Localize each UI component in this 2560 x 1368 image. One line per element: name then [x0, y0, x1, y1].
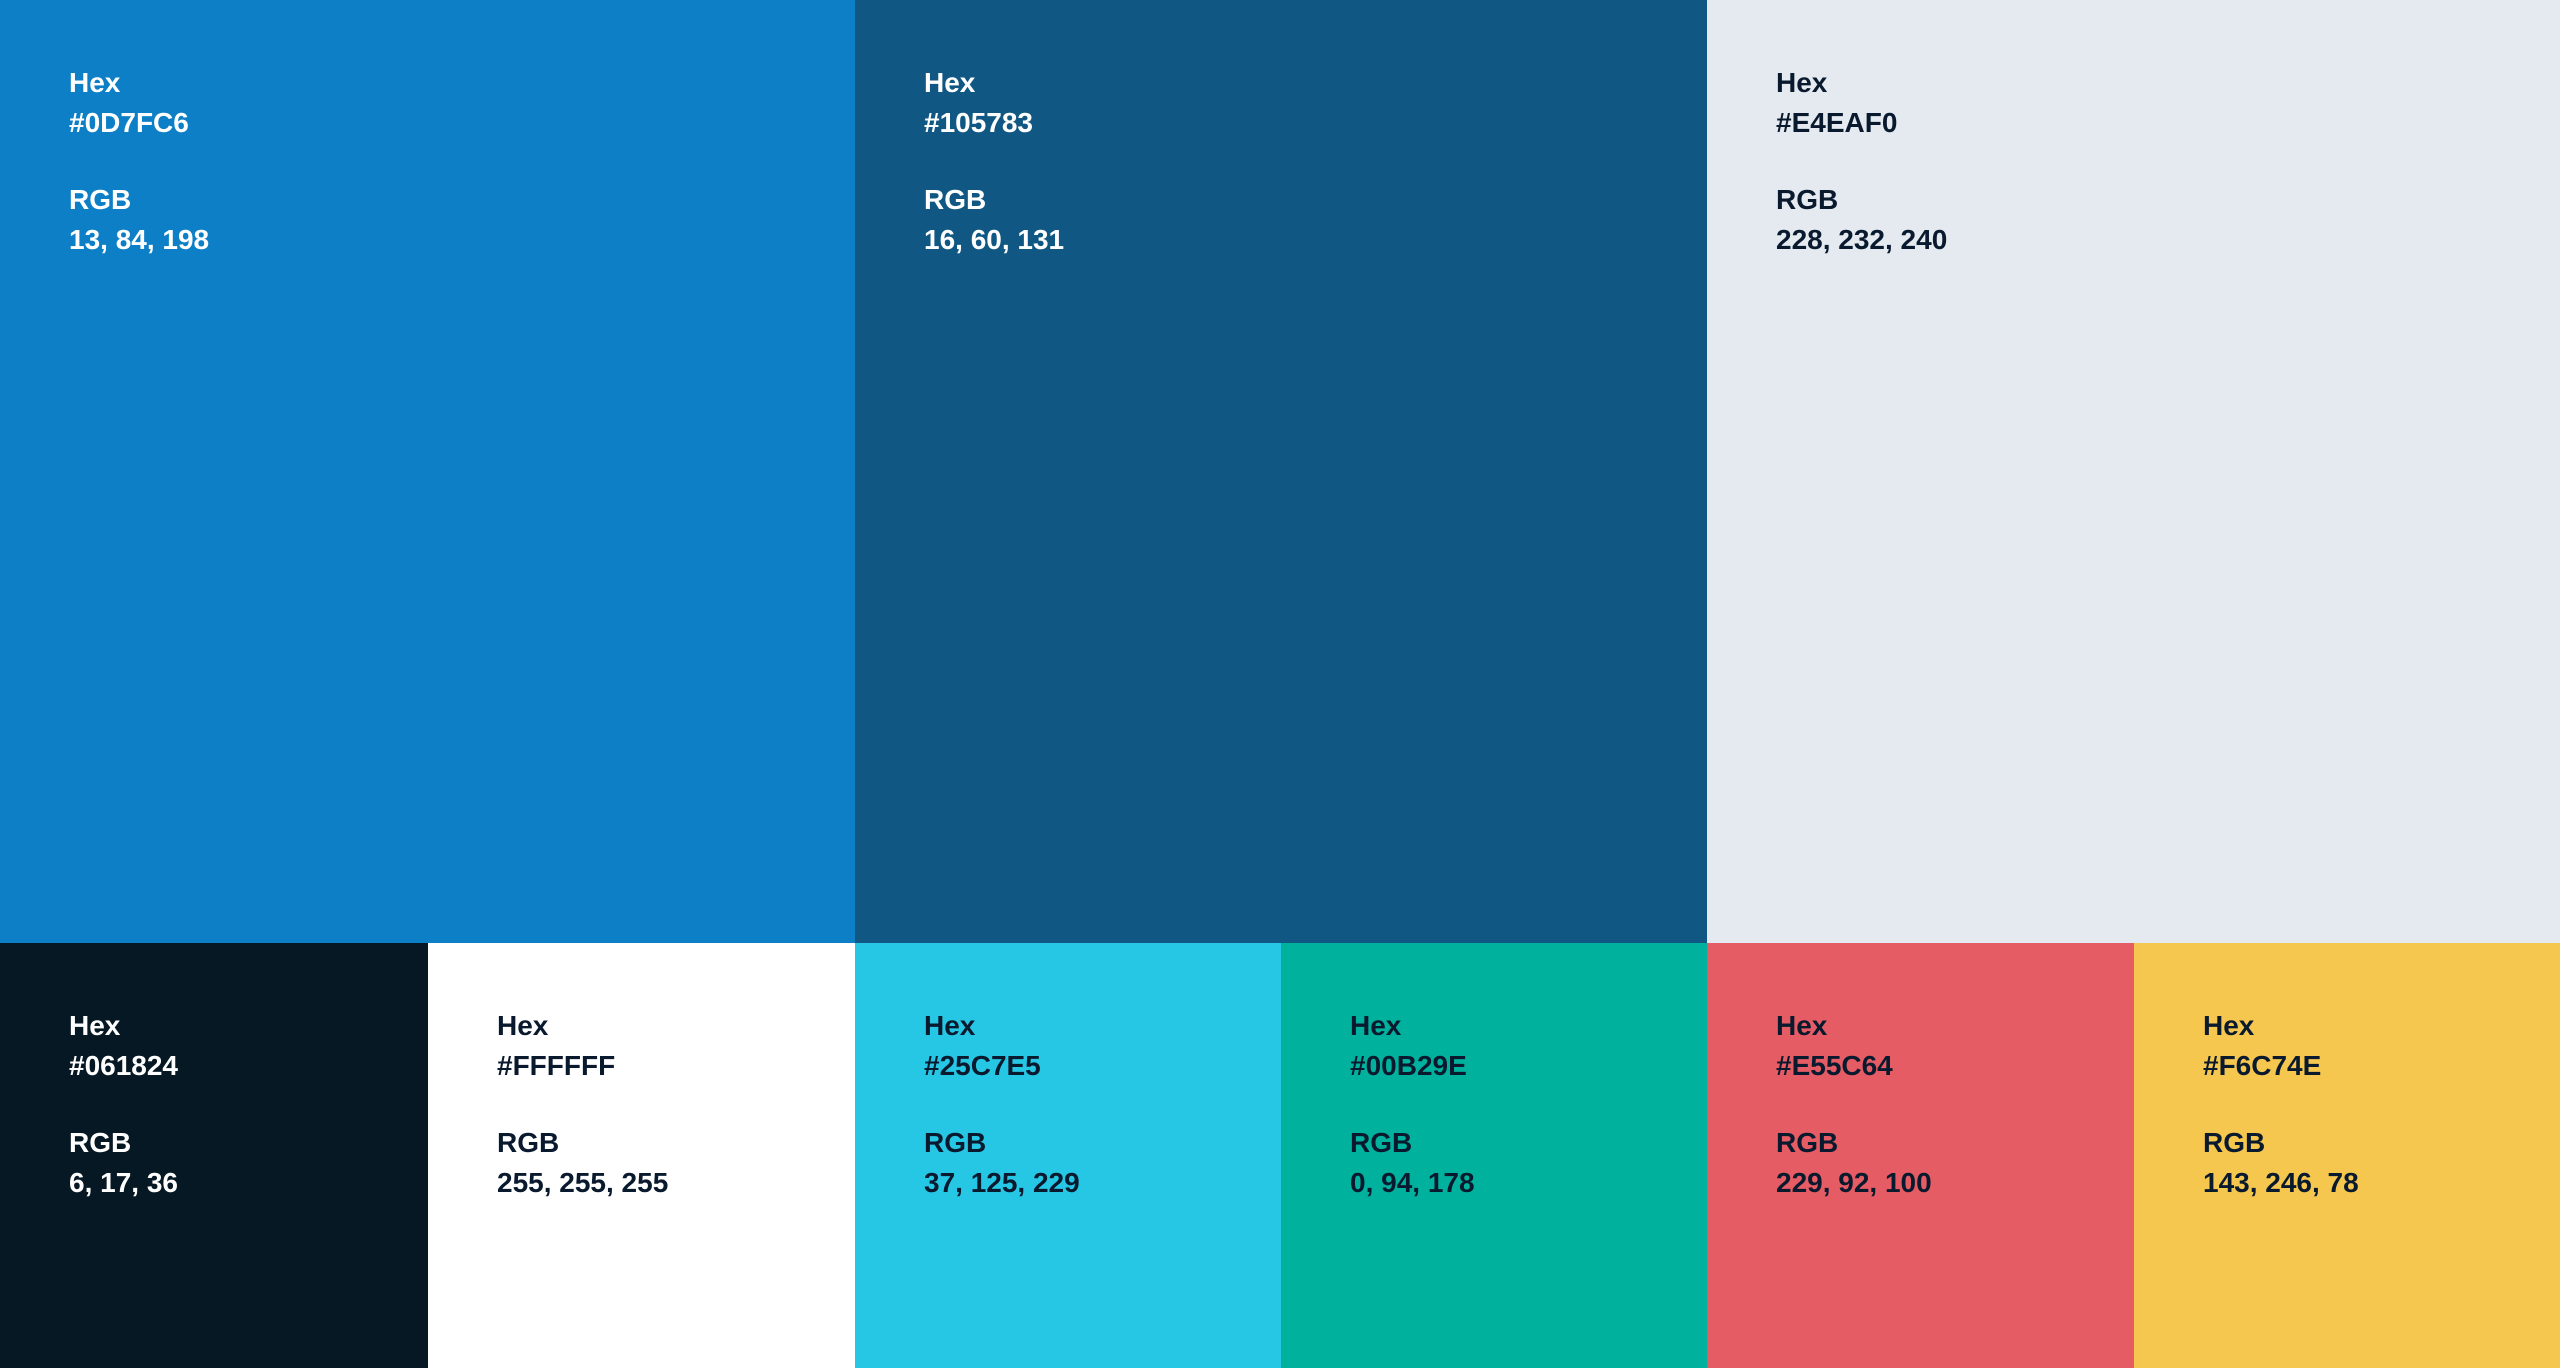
- hex-value: #061824: [69, 1050, 179, 1081]
- hex-value: #00B29E: [1350, 1050, 1467, 1081]
- rgb-value: 16, 60, 131: [924, 224, 1065, 255]
- rgb-label: RGB: [2203, 1127, 2266, 1158]
- swatch-e4eaf0: Hex #E4EAF0 RGB 228, 232, 240: [1707, 0, 2560, 943]
- rgb-label: RGB: [924, 1127, 987, 1158]
- rgb-label: RGB: [69, 184, 132, 215]
- swatch-f6c74e: Hex #F6C74E RGB 143, 246, 78: [2134, 943, 2560, 1368]
- swatch-info: Hex #00B29E RGB 0, 94, 178: [1350, 1006, 1475, 1203]
- rgb-value: 255, 255, 255: [497, 1167, 669, 1198]
- rgb-label: RGB: [924, 184, 987, 215]
- hex-value: #F6C74E: [2203, 1050, 2322, 1081]
- rgb-value: 37, 125, 229: [924, 1167, 1080, 1198]
- hex-label: Hex: [924, 1010, 976, 1041]
- swatch-info: Hex #E55C64 RGB 229, 92, 100: [1776, 1006, 1932, 1203]
- swatch-00b29e: Hex #00B29E RGB 0, 94, 178: [1281, 943, 1707, 1368]
- swatch-ffffff: Hex #FFFFFF RGB 255, 255, 255: [428, 943, 855, 1368]
- rgb-value: 143, 246, 78: [2203, 1167, 2359, 1198]
- hex-label: Hex: [69, 1010, 121, 1041]
- rgb-label: RGB: [1350, 1127, 1413, 1158]
- hex-value: #E4EAF0: [1776, 107, 1898, 138]
- hex-label: Hex: [497, 1010, 549, 1041]
- rgb-label: RGB: [1776, 184, 1839, 215]
- swatch-105783: Hex #105783 RGB 16, 60, 131: [855, 0, 1707, 943]
- swatch-info: Hex #105783 RGB 16, 60, 131: [924, 63, 1064, 260]
- swatch-info: Hex #F6C74E RGB 143, 246, 78: [2203, 1006, 2359, 1203]
- hex-label: Hex: [1776, 1010, 1828, 1041]
- rgb-value: 13, 84, 198: [69, 224, 210, 255]
- swatch-info: Hex #E4EAF0 RGB 228, 232, 240: [1776, 63, 1947, 260]
- rgb-value: 0, 94, 178: [1350, 1167, 1475, 1198]
- rgb-value: 6, 17, 36: [69, 1167, 178, 1198]
- hex-value: #25C7E5: [924, 1050, 1041, 1081]
- swatch-061824: Hex #061824 RGB 6, 17, 36: [0, 943, 428, 1368]
- rgb-value: 229, 92, 100: [1776, 1167, 1932, 1198]
- swatch-0d7fc6: Hex #0D7FC6 RGB 13, 84, 198: [0, 0, 855, 943]
- rgb-label: RGB: [497, 1127, 560, 1158]
- hex-label: Hex: [69, 67, 121, 98]
- hex-label: Hex: [1350, 1010, 1402, 1041]
- swatch-info: Hex #FFFFFF RGB 255, 255, 255: [497, 1006, 668, 1203]
- swatch-e55c64: Hex #E55C64 RGB 229, 92, 100: [1707, 943, 2134, 1368]
- hex-label: Hex: [2203, 1010, 2255, 1041]
- swatch-info: Hex #061824 RGB 6, 17, 36: [69, 1006, 178, 1203]
- hex-value: #0D7FC6: [69, 107, 189, 138]
- rgb-label: RGB: [69, 1127, 132, 1158]
- swatch-info: Hex #25C7E5 RGB 37, 125, 229: [924, 1006, 1080, 1203]
- rgb-value: 228, 232, 240: [1776, 224, 1948, 255]
- rgb-label: RGB: [1776, 1127, 1839, 1158]
- hex-value: #105783: [924, 107, 1034, 138]
- hex-label: Hex: [924, 67, 976, 98]
- hex-value: #FFFFFF: [497, 1050, 616, 1081]
- hex-value: #E55C64: [1776, 1050, 1893, 1081]
- swatch-info: Hex #0D7FC6 RGB 13, 84, 198: [69, 63, 209, 260]
- swatch-25c7e5: Hex #25C7E5 RGB 37, 125, 229: [855, 943, 1281, 1368]
- hex-label: Hex: [1776, 67, 1828, 98]
